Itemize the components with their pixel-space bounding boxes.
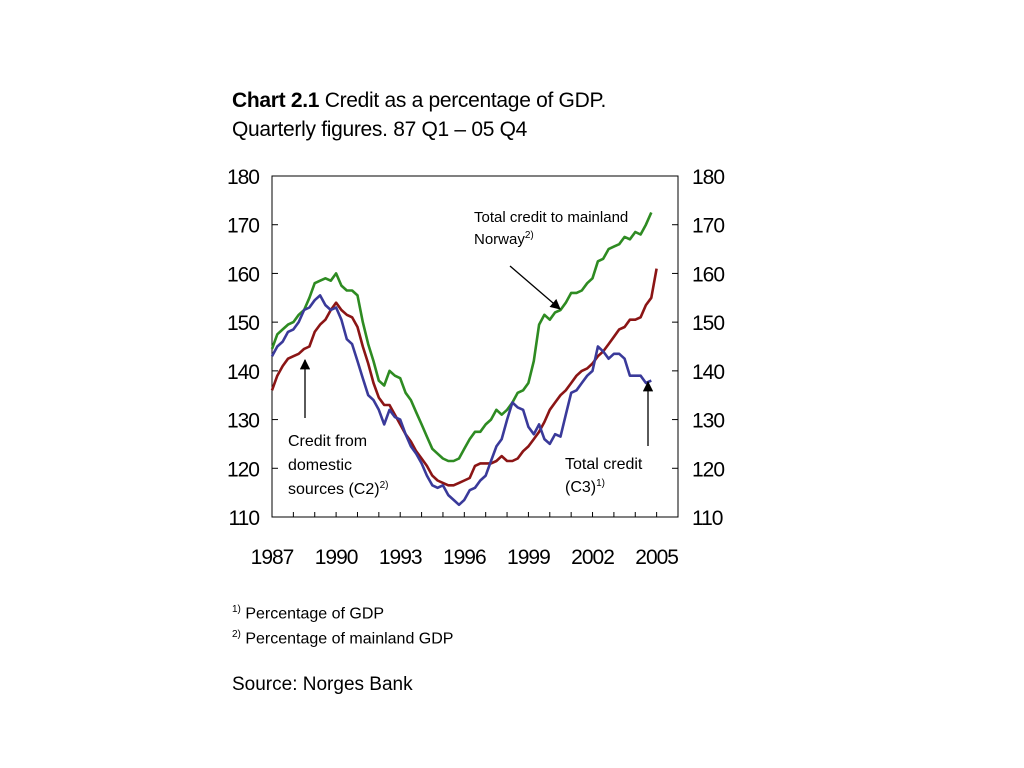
series-line-1 [270,211,653,463]
y-tick-label-right: 140 [692,361,724,384]
chart-title-line1: Chart 2.1 Credit as a percentage of GDP. [232,86,606,115]
y-tick-label-left: 130 [227,410,259,433]
y-tick-label-right: 110 [692,507,723,530]
y-tick-label-right: 170 [692,215,724,238]
annotation-total-credit-c3: Total credit (C3)1) [565,456,643,496]
footnote-1: 1) Percentage of GDP [232,600,384,624]
y-tick-label-left: 160 [227,263,259,286]
x-tick-label: 1996 [443,546,486,569]
y-tick-label-left: 180 [227,166,259,189]
x-tick-label: 2002 [571,546,614,569]
y-tick-label-right: 160 [692,263,724,286]
footnote-1-text: Percentage of GDP [240,605,385,623]
annotation-credit-domestic: Credit from domestic sources (C2)2) [288,433,388,498]
y-tick-label-left: 120 [227,458,259,481]
y-tick-label-right: 180 [692,166,724,189]
chart-title-text: Credit as a percentage of GDP. [319,89,607,112]
footnote-2-mark: 2) [232,629,241,640]
y-tick-label-right: 120 [692,458,724,481]
annotation-total-credit-mainland: Total credit to mainland Norway2) [474,209,628,248]
chart-subtitle: Quarterly figures. 87 Q1 – 05 Q4 [232,118,528,141]
footnote-2: 2) Percentage of mainland GDP [232,625,453,649]
series-line-2 [270,268,658,487]
x-tick-label: 1987 [251,546,294,569]
source-note: Source: Norges Bank [232,674,413,695]
y-tick-label-left: 150 [227,312,259,335]
y-tick-label-left: 170 [227,215,259,238]
arrow-total-credit-mainland [509,265,561,310]
chart-number: Chart 2.1 [232,89,320,112]
x-tick-label: 1993 [379,546,422,569]
y-tick-label-left: 110 [229,507,260,530]
x-tick-label: 1990 [315,546,358,569]
footnote-2-text: Percentage of mainland GDP [240,630,454,648]
series-line-3 [270,294,652,507]
y-tick-label-right: 130 [692,410,724,433]
x-tick-label: 2005 [635,546,678,569]
chart-title: Chart 2.1 Credit as a percentage of GDP.… [232,86,606,144]
y-tick-label-left: 140 [227,361,259,384]
x-tick-label: 1999 [507,546,550,569]
footnote-1-mark: 1) [232,604,241,615]
y-tick-label-right: 150 [692,312,724,335]
